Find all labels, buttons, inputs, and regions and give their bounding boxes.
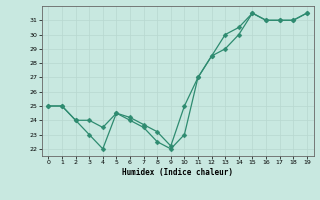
X-axis label: Humidex (Indice chaleur): Humidex (Indice chaleur) <box>122 168 233 177</box>
